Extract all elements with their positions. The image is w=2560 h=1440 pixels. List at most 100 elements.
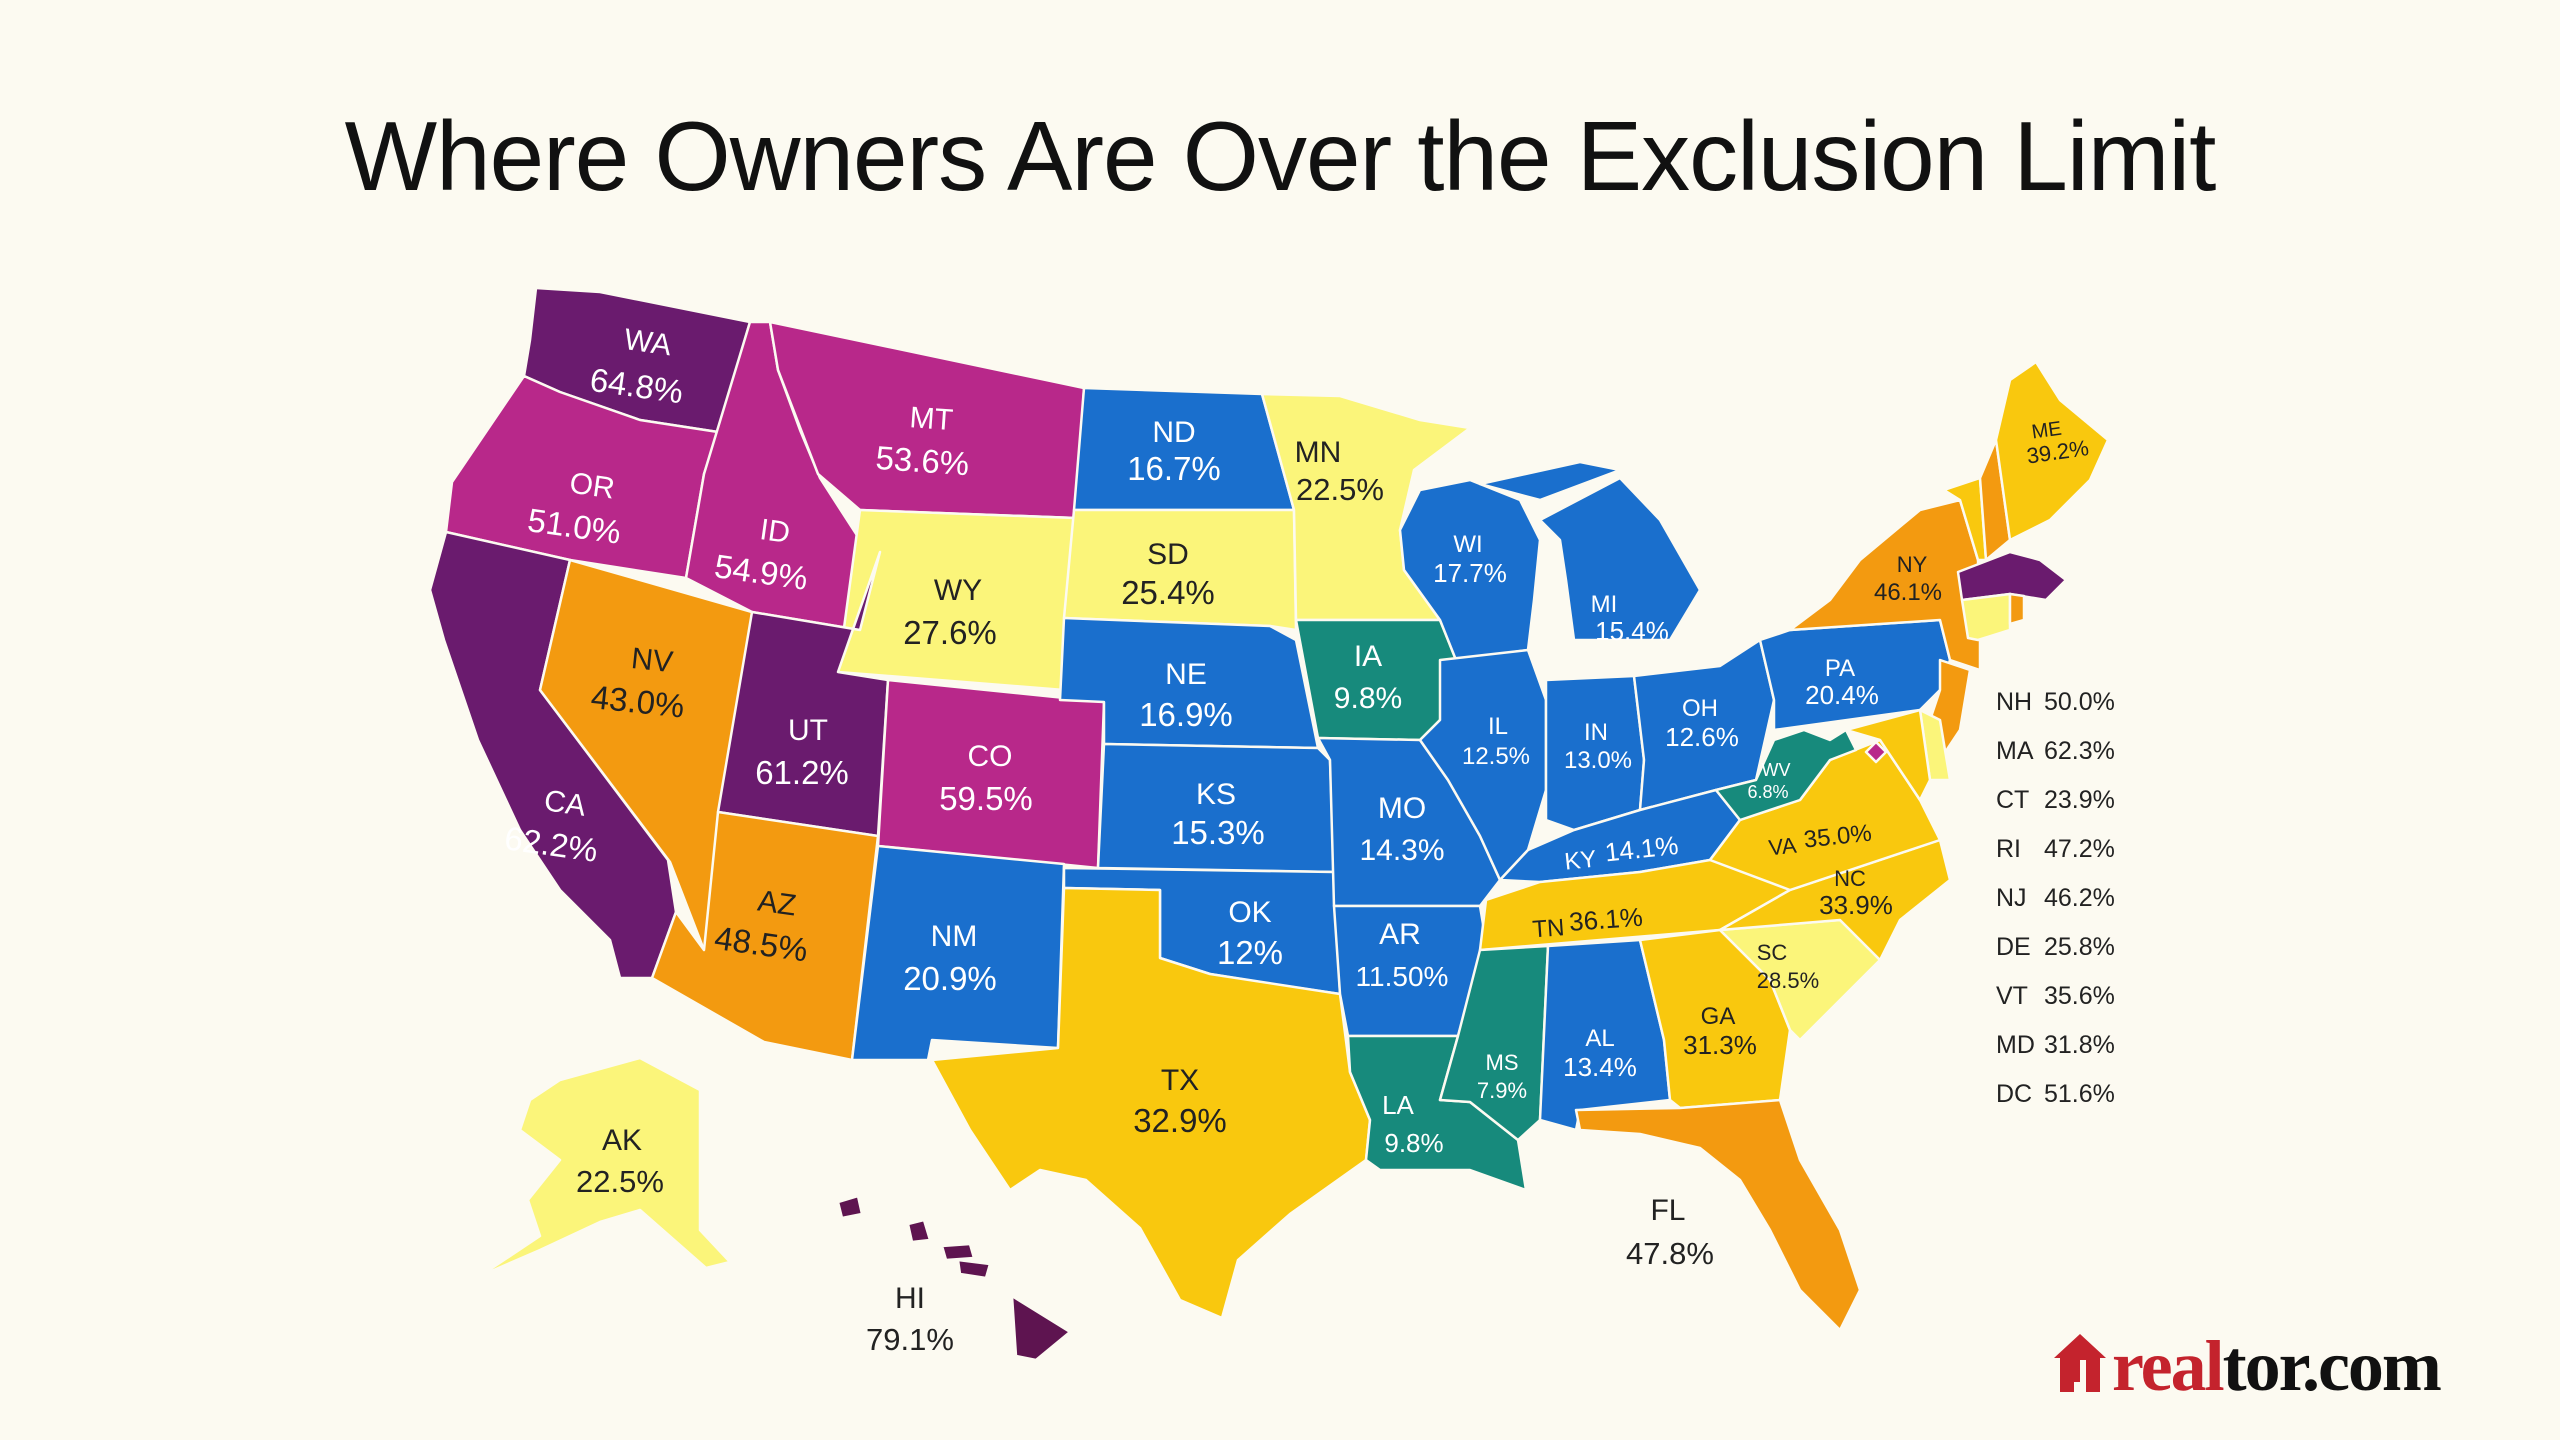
label-IA-abbr: IA (1354, 640, 1382, 673)
legend-abbr: DC (1996, 1080, 2033, 1108)
label-NC-value: 33.9% (1819, 890, 1893, 920)
legend-abbr: NJ (1996, 884, 2027, 912)
state-WI (1398, 478, 1542, 662)
legend-value: 47.2% (2044, 835, 2115, 863)
label-CO-abbr: CO (968, 740, 1013, 773)
label-TX: TX 32.9% (1133, 1064, 1227, 1139)
label-FL: FL 47.8% (1626, 1194, 1714, 1271)
realtor-logo: realtor.com (2054, 1326, 2443, 1402)
legend-abbr: CT (1996, 786, 2030, 814)
label-AR-value: 11.50% (1356, 961, 1449, 992)
label-AL-value: 13.4% (1563, 1052, 1637, 1082)
state-CO (876, 678, 1106, 870)
state-RI (2008, 592, 2026, 626)
label-KY-abbr: KY (1563, 846, 1598, 876)
legend-value: 25.8% (2044, 933, 2115, 961)
legend-row-ct: CT 23.9% (1996, 786, 2115, 835)
state-WV (1714, 728, 1858, 822)
label-GA-abbr: GA (1701, 1003, 1736, 1030)
brand-text: realtor.com (2112, 1326, 2441, 1402)
legend-abbr: MD (1996, 1031, 2035, 1059)
legend-value: 62.3% (2044, 737, 2115, 765)
state-TX (930, 886, 1372, 1320)
label-OR-abbr: OR (567, 467, 616, 506)
label-TX-abbr: TX (1161, 1064, 1199, 1097)
state-CT (1960, 592, 2012, 642)
legend-value: 23.9% (2044, 786, 2115, 814)
legend-row-md: MD 31.8% (1996, 1031, 2115, 1080)
state-HI (836, 1194, 1072, 1362)
label-AR-abbr: AR (1379, 918, 1421, 951)
legend-row-dc: DC 51.6% (1996, 1080, 2115, 1129)
label-MS: MS 7.9% (1477, 1050, 1527, 1103)
label-MO-value: 14.3% (1359, 834, 1444, 867)
label-OK: OK 12% (1217, 896, 1283, 971)
label-UT-abbr: UT (788, 714, 828, 747)
label-AK-abbr: AK (602, 1124, 642, 1157)
legend-row-vt: VT 35.6% (1996, 982, 2115, 1031)
legend-abbr: MA (1996, 737, 2034, 765)
label-CO-value: 59.5% (939, 780, 1033, 817)
label-WY-value: 27.6% (903, 614, 997, 651)
label-CO: CO 59.5% (939, 740, 1033, 817)
legend-abbr: RI (1996, 835, 2021, 863)
legend-row-de: DE 25.8% (1996, 933, 2115, 982)
legend-row-nh: NH 50.0% (1996, 688, 2115, 737)
legend-value: 46.2% (2044, 884, 2115, 912)
label-NM: NM 20.9% (903, 920, 997, 997)
label-AL-abbr: AL (1585, 1025, 1614, 1052)
label-NY-abbr: NY (1897, 552, 1928, 577)
label-AK-value: 22.5% (576, 1164, 664, 1199)
label-OH-abbr: OH (1682, 695, 1718, 722)
page-title: Where Owners Are Over the Exclusion Limi… (344, 101, 2217, 211)
label-FL-value: 47.8% (1626, 1236, 1714, 1271)
label-IL: IL 12.5% (1462, 713, 1530, 770)
label-GA-value: 31.3% (1683, 1030, 1757, 1060)
label-IN-abbr: IN (1584, 719, 1608, 746)
label-IA-value: 9.8% (1334, 682, 1402, 715)
legend-row-ma: MA 62.3% (1996, 737, 2115, 786)
label-SC: SC 28.5% (1757, 940, 1819, 993)
label-ME-abbr: ME (2030, 418, 2063, 444)
label-IA: IA 9.8% (1334, 640, 1402, 715)
small-states-legend: NH 50.0% MA 62.3% CT 23.9% RI 47.2% NJ 46.2% DE 25.… (1996, 688, 2115, 1129)
state-FL (1574, 1098, 1862, 1332)
label-TX-value: 32.9% (1133, 1102, 1227, 1139)
label-KS-value: 15.3% (1171, 814, 1265, 851)
label-OH-value: 12.6% (1665, 722, 1739, 752)
legend-value: 50.0% (2044, 688, 2115, 716)
label-LA-value: 9.8% (1384, 1128, 1443, 1158)
legend-value: 31.8% (2044, 1031, 2115, 1059)
label-WI-value: 17.7% (1433, 558, 1507, 588)
label-MO: MO 14.3% (1359, 792, 1444, 867)
label-IL-value: 12.5% (1462, 743, 1530, 770)
label-WI-abbr: WI (1453, 531, 1482, 558)
label-SC-abbr: SC (1757, 940, 1788, 965)
legend-row-ri: RI 47.2% (1996, 835, 2115, 884)
label-HI: HI 79.1% (866, 1282, 954, 1357)
label-SD-abbr: SD (1147, 538, 1189, 571)
label-NE-value: 16.9% (1139, 696, 1233, 733)
label-MS-abbr: MS (1486, 1050, 1519, 1075)
brand-tor: tor.com (2223, 1326, 2441, 1402)
state-IA (1294, 618, 1458, 742)
legend-row-nj: NJ 46.2% (1996, 884, 2115, 933)
label-IL-abbr: IL (1488, 713, 1508, 740)
label-IN-value: 13.0% (1564, 747, 1632, 774)
label-NY-value: 46.1% (1874, 579, 1942, 606)
label-NV-abbr: NV (630, 642, 675, 679)
label-MO-abbr: MO (1378, 792, 1426, 825)
legend-abbr: DE (1996, 933, 2031, 961)
state-SD (1062, 508, 1298, 632)
